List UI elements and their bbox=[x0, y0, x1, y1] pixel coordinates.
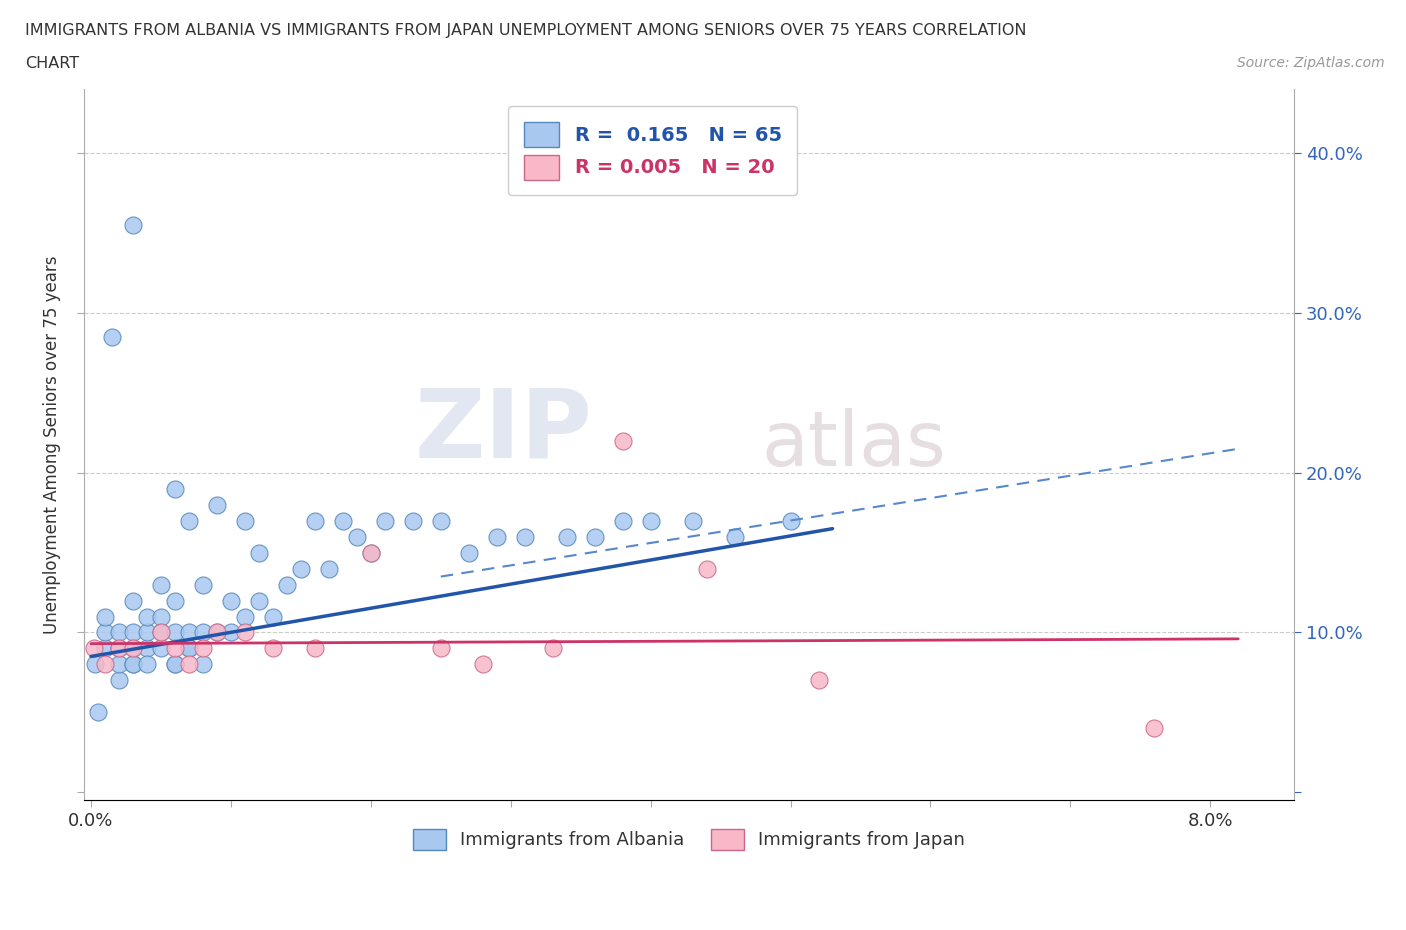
Point bbox=[108, 657, 131, 671]
Point bbox=[233, 609, 256, 624]
Text: CHART: CHART bbox=[25, 56, 79, 71]
Point bbox=[360, 545, 382, 560]
Point bbox=[94, 625, 117, 640]
Point bbox=[191, 641, 214, 656]
Point bbox=[149, 625, 172, 640]
Point bbox=[122, 657, 145, 671]
Point bbox=[136, 641, 159, 656]
Point bbox=[122, 218, 145, 232]
Point bbox=[430, 641, 453, 656]
Point bbox=[83, 641, 105, 656]
Point bbox=[163, 657, 186, 671]
Point bbox=[233, 513, 256, 528]
Point bbox=[177, 513, 200, 528]
Point bbox=[149, 625, 172, 640]
Point bbox=[233, 625, 256, 640]
Point bbox=[122, 657, 145, 671]
Point bbox=[374, 513, 396, 528]
Point bbox=[177, 625, 200, 640]
Point bbox=[807, 673, 830, 688]
Point bbox=[163, 482, 186, 497]
Point bbox=[457, 545, 479, 560]
Point bbox=[779, 513, 801, 528]
Point bbox=[108, 625, 131, 640]
Point bbox=[262, 641, 284, 656]
Point bbox=[723, 529, 745, 544]
Point bbox=[84, 657, 107, 671]
Point bbox=[682, 513, 704, 528]
Point bbox=[696, 561, 718, 576]
Point bbox=[163, 641, 186, 656]
Point bbox=[205, 625, 228, 640]
Point bbox=[612, 433, 634, 448]
Point bbox=[94, 657, 117, 671]
Point bbox=[360, 545, 382, 560]
Point bbox=[247, 545, 270, 560]
Point bbox=[191, 625, 214, 640]
Point bbox=[402, 513, 425, 528]
Point bbox=[149, 609, 172, 624]
Point bbox=[247, 593, 270, 608]
Point bbox=[541, 641, 564, 656]
Y-axis label: Unemployment Among Seniors over 75 years: Unemployment Among Seniors over 75 years bbox=[44, 256, 60, 634]
Legend: Immigrants from Albania, Immigrants from Japan: Immigrants from Albania, Immigrants from… bbox=[404, 819, 974, 858]
Point bbox=[177, 641, 200, 656]
Point bbox=[276, 578, 298, 592]
Point bbox=[108, 641, 131, 656]
Point bbox=[430, 513, 453, 528]
Point bbox=[1143, 721, 1166, 736]
Point bbox=[163, 657, 186, 671]
Point bbox=[177, 641, 200, 656]
Point bbox=[290, 561, 312, 576]
Point bbox=[513, 529, 536, 544]
Point bbox=[205, 498, 228, 512]
Text: IMMIGRANTS FROM ALBANIA VS IMMIGRANTS FROM JAPAN UNEMPLOYMENT AMONG SENIORS OVER: IMMIGRANTS FROM ALBANIA VS IMMIGRANTS FR… bbox=[25, 23, 1026, 38]
Point bbox=[471, 657, 494, 671]
Point bbox=[346, 529, 368, 544]
Point bbox=[136, 625, 159, 640]
Point bbox=[219, 625, 242, 640]
Point bbox=[583, 529, 606, 544]
Point bbox=[108, 673, 131, 688]
Point bbox=[149, 578, 172, 592]
Point bbox=[122, 641, 145, 656]
Text: atlas: atlas bbox=[762, 407, 946, 482]
Point bbox=[318, 561, 340, 576]
Point bbox=[87, 705, 110, 720]
Point bbox=[108, 641, 131, 656]
Point bbox=[555, 529, 578, 544]
Point bbox=[122, 641, 145, 656]
Text: Source: ZipAtlas.com: Source: ZipAtlas.com bbox=[1237, 56, 1385, 70]
Point bbox=[219, 593, 242, 608]
Point bbox=[612, 513, 634, 528]
Point bbox=[163, 593, 186, 608]
Point bbox=[94, 609, 117, 624]
Point bbox=[262, 609, 284, 624]
Point bbox=[94, 641, 117, 656]
Point bbox=[101, 329, 124, 344]
Point bbox=[640, 513, 662, 528]
Point bbox=[122, 625, 145, 640]
Point bbox=[149, 641, 172, 656]
Point bbox=[332, 513, 354, 528]
Point bbox=[304, 513, 326, 528]
Point bbox=[122, 593, 145, 608]
Point bbox=[304, 641, 326, 656]
Point bbox=[163, 625, 186, 640]
Point bbox=[191, 657, 214, 671]
Text: ZIP: ZIP bbox=[415, 384, 592, 477]
Point bbox=[177, 657, 200, 671]
Point bbox=[205, 625, 228, 640]
Point bbox=[136, 657, 159, 671]
Point bbox=[136, 609, 159, 624]
Point bbox=[485, 529, 508, 544]
Point bbox=[191, 578, 214, 592]
